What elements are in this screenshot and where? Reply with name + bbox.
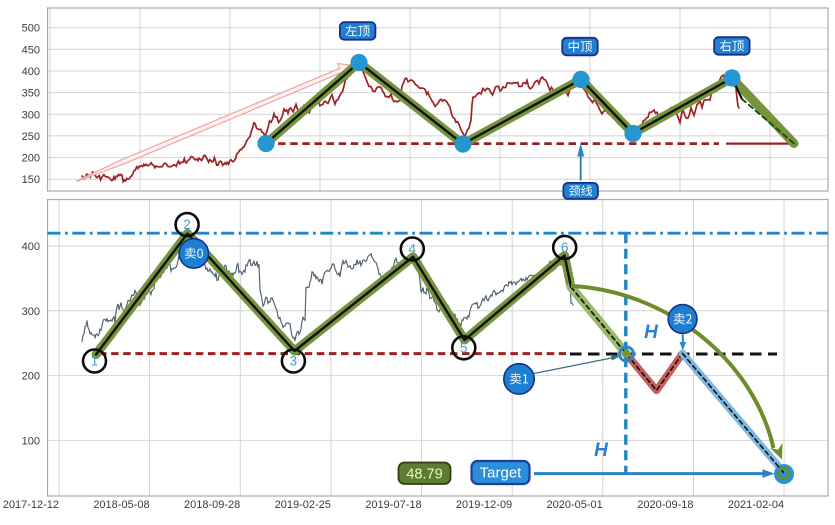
svg-text:500: 500 bbox=[22, 23, 40, 35]
svg-text:300: 300 bbox=[22, 109, 40, 121]
svg-text:H: H bbox=[644, 322, 659, 343]
svg-text:400: 400 bbox=[22, 66, 40, 78]
svg-text:3: 3 bbox=[290, 354, 298, 369]
svg-text:2020-09-18: 2020-09-18 bbox=[637, 499, 693, 511]
svg-text:1: 1 bbox=[91, 354, 99, 369]
svg-text:2018-09-28: 2018-09-28 bbox=[184, 499, 240, 511]
svg-text:2019-02-25: 2019-02-25 bbox=[275, 499, 331, 511]
svg-text:5: 5 bbox=[460, 340, 468, 355]
svg-text:4: 4 bbox=[409, 242, 417, 257]
svg-text:2019-12-09: 2019-12-09 bbox=[456, 499, 512, 511]
svg-text:2019-07-18: 2019-07-18 bbox=[365, 499, 421, 511]
svg-text:6: 6 bbox=[561, 240, 569, 255]
svg-text:2020-05-01: 2020-05-01 bbox=[547, 499, 603, 511]
svg-text:250: 250 bbox=[22, 131, 40, 143]
svg-text:300: 300 bbox=[22, 306, 40, 318]
svg-text:48.79: 48.79 bbox=[406, 467, 442, 483]
svg-text:2017-12-12: 2017-12-12 bbox=[3, 499, 59, 511]
svg-text:2: 2 bbox=[183, 217, 191, 232]
svg-text:100: 100 bbox=[22, 435, 40, 447]
svg-text:400: 400 bbox=[22, 241, 40, 253]
svg-text:150: 150 bbox=[22, 174, 40, 186]
svg-text:200: 200 bbox=[22, 153, 40, 165]
svg-text:Target: Target bbox=[480, 465, 523, 482]
svg-text:350: 350 bbox=[22, 88, 40, 100]
svg-text:2021-02-04: 2021-02-04 bbox=[728, 499, 784, 511]
svg-text:450: 450 bbox=[22, 44, 40, 56]
svg-text:H: H bbox=[594, 440, 609, 461]
svg-text:2018-05-08: 2018-05-08 bbox=[93, 499, 149, 511]
svg-text:200: 200 bbox=[22, 371, 40, 383]
